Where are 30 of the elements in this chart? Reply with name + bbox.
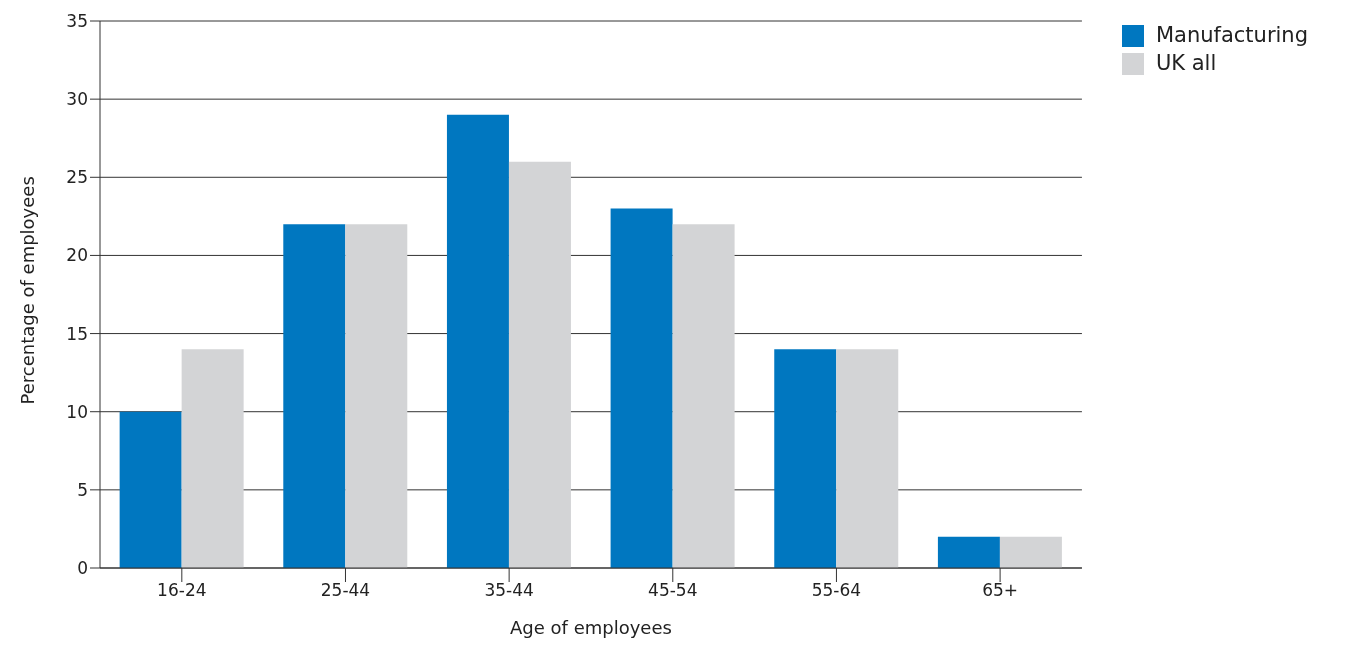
x-tick-label: 45-54 <box>648 580 698 601</box>
bar <box>345 224 408 568</box>
y-axis-title: Percentage of employees <box>17 176 39 405</box>
x-tick-label: 16-24 <box>157 580 207 601</box>
x-tick-label: 35-44 <box>484 580 534 601</box>
legend-label: UK all <box>1155 51 1217 75</box>
bar <box>446 114 509 568</box>
bar <box>119 411 182 568</box>
y-tick-label: 35 <box>66 11 88 32</box>
bar <box>283 224 346 568</box>
y-tick-label: 15 <box>66 323 88 344</box>
bar <box>999 536 1062 568</box>
y-tick-label: 10 <box>66 401 88 422</box>
legend-label: Manufacturing <box>1155 23 1308 47</box>
x-tick-label: 55-64 <box>811 580 862 601</box>
bar <box>610 208 673 568</box>
y-tick-label: 20 <box>66 245 88 266</box>
y-tick-label: 5 <box>77 479 88 500</box>
bar <box>774 349 837 568</box>
bar <box>672 224 735 568</box>
y-tick-label: 25 <box>66 167 88 188</box>
x-tick-label: 65+ <box>982 580 1019 601</box>
bar <box>508 161 571 568</box>
y-tick-label: 30 <box>66 89 88 110</box>
bar <box>836 349 899 568</box>
bar <box>937 536 1000 568</box>
bar <box>181 349 244 568</box>
y-tick-label: 0 <box>77 558 88 579</box>
x-axis-title: Age of employees <box>510 617 672 638</box>
x-tick-label: 25-44 <box>320 580 371 601</box>
